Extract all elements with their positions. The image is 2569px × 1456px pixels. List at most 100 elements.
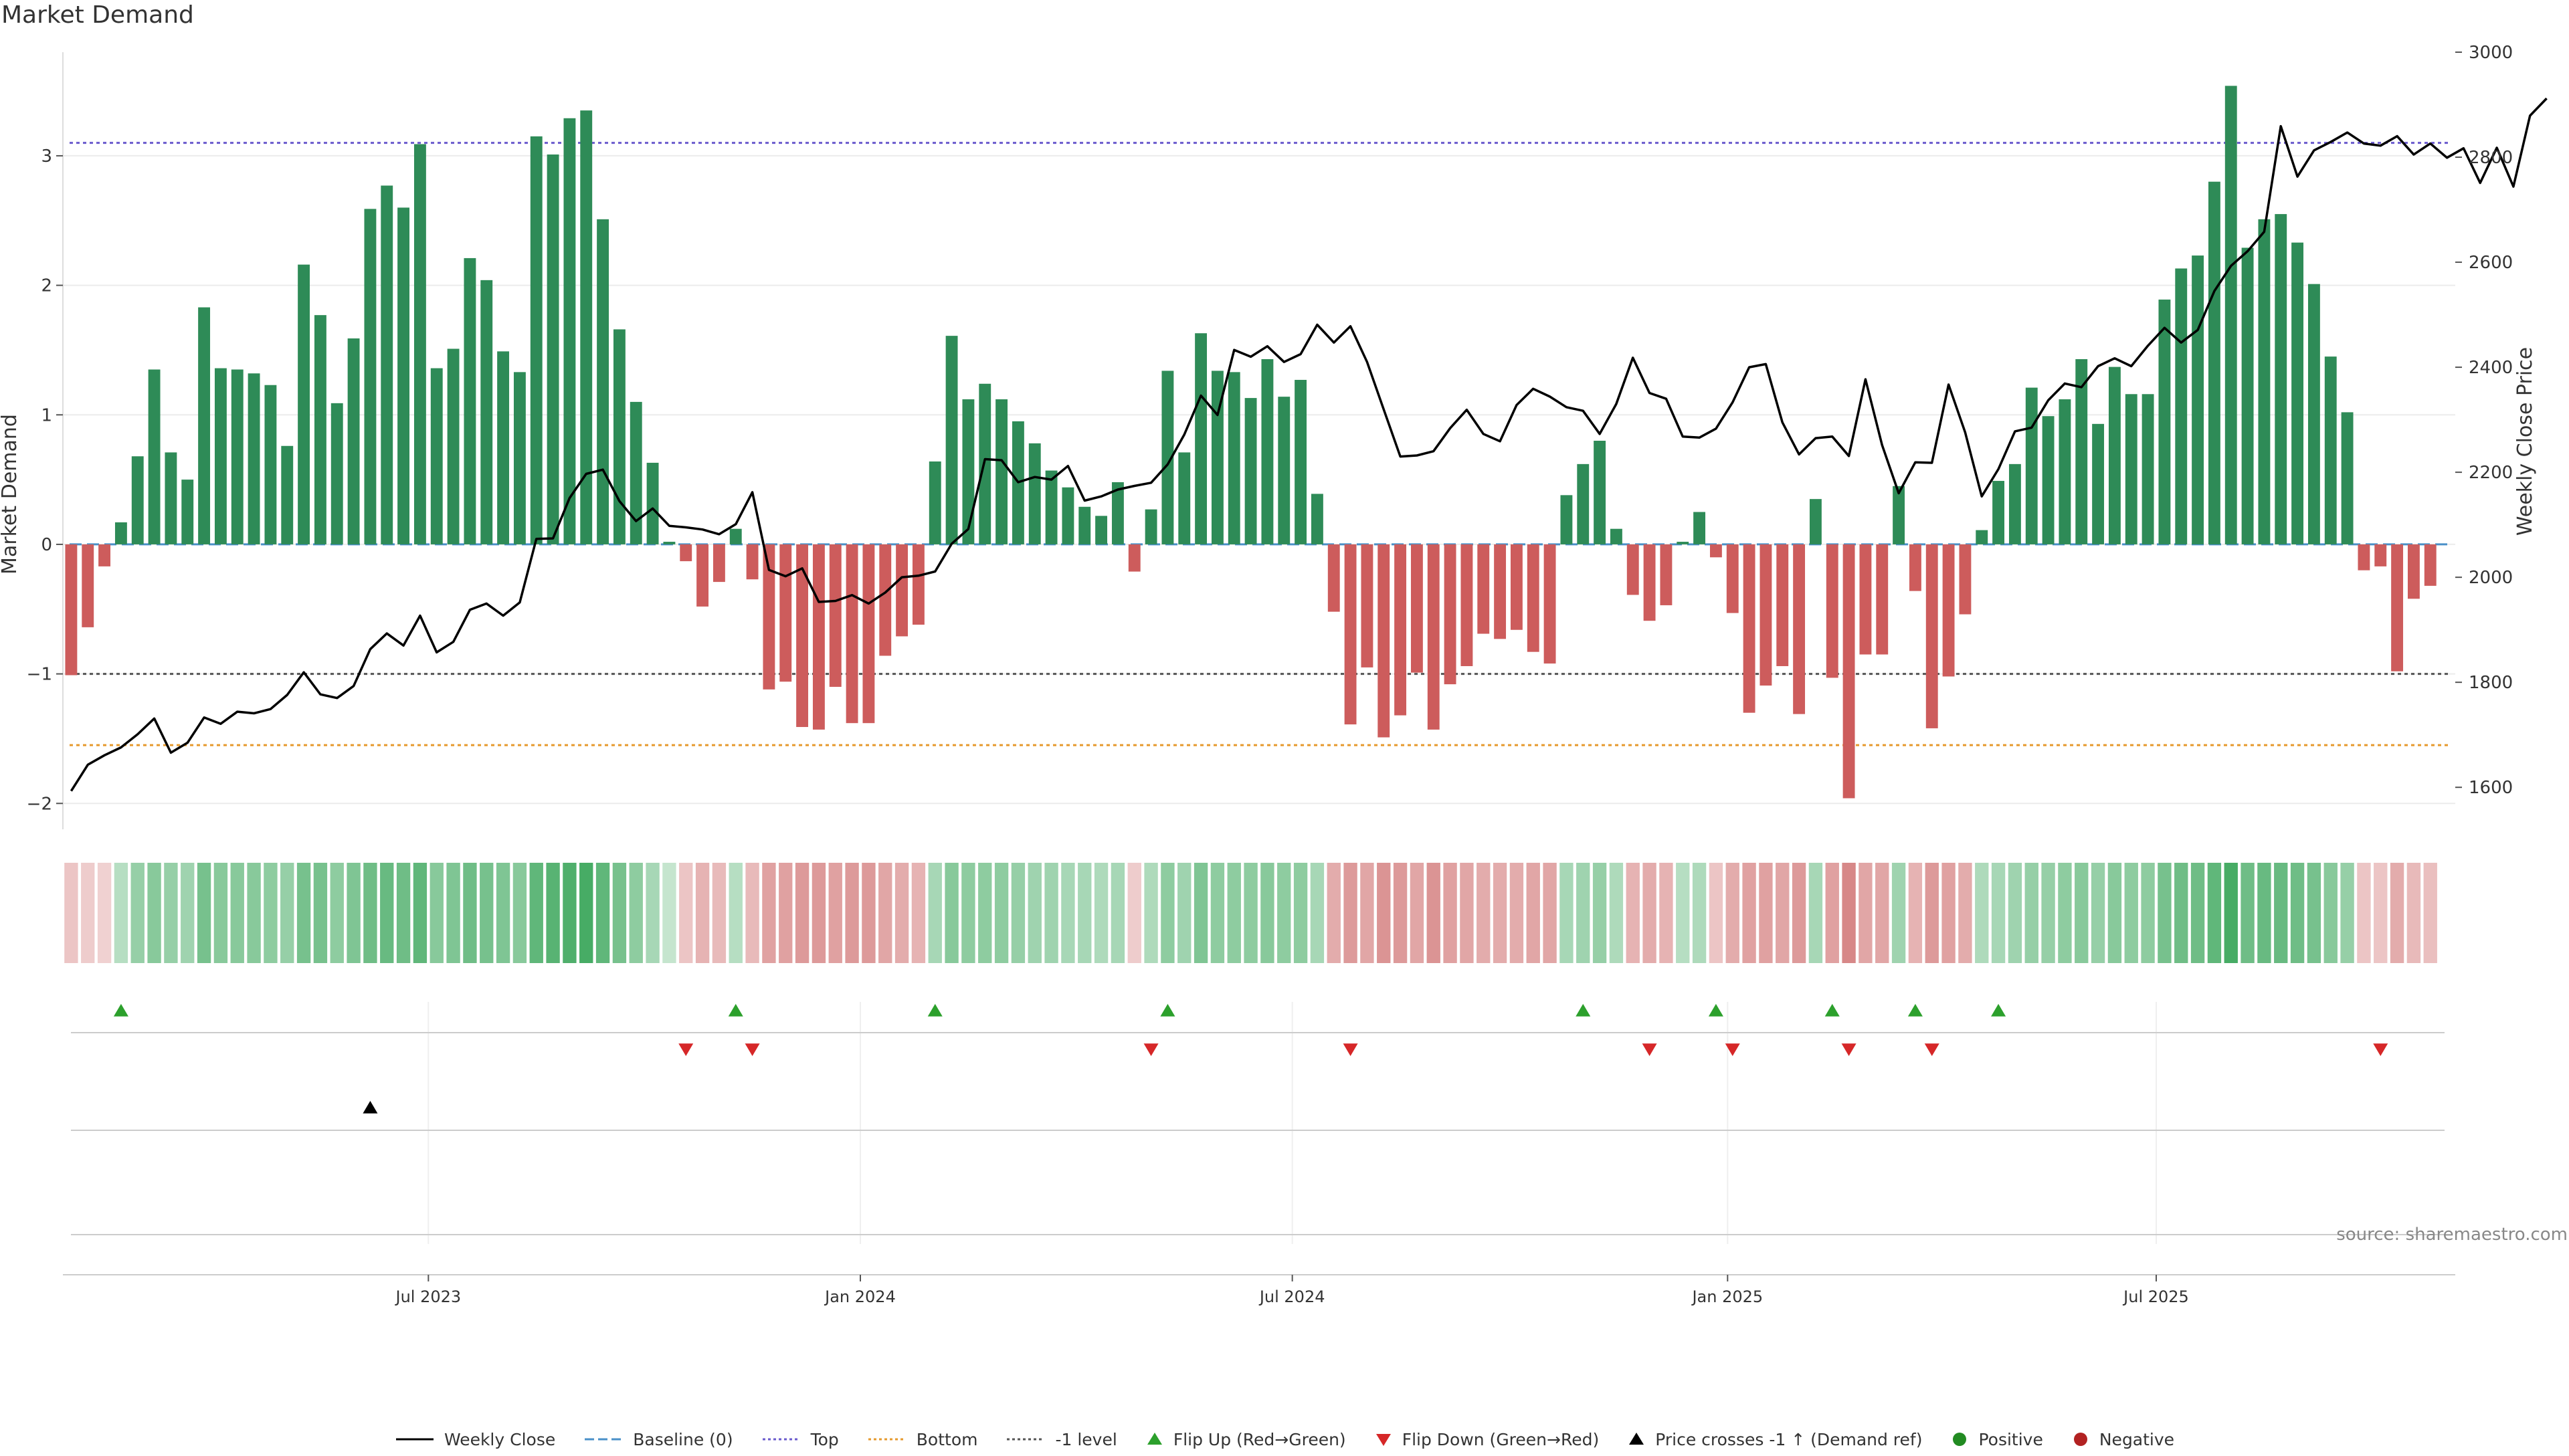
heat-cell xyxy=(230,863,244,963)
heat-cell xyxy=(164,863,178,963)
legend-swatch xyxy=(1953,1433,1967,1446)
legend-label: Bottom xyxy=(916,1429,978,1449)
heat-cell xyxy=(1244,863,1258,963)
heat-cell xyxy=(1460,863,1474,963)
demand-bar xyxy=(1626,544,1639,595)
price-cross-marker xyxy=(363,1101,378,1114)
heat-cell xyxy=(2107,863,2122,963)
legend-item: Top xyxy=(761,1430,839,1449)
demand-bar xyxy=(1743,544,1755,713)
demand-bar xyxy=(796,544,809,728)
flip-up-marker xyxy=(927,1004,943,1017)
heat-cell xyxy=(1859,863,1873,963)
demand-bar xyxy=(2158,299,2171,544)
demand-bar xyxy=(2042,416,2055,544)
demand-bar xyxy=(1327,544,1340,612)
legend-label: Positive xyxy=(1978,1429,2043,1449)
demand-bar xyxy=(1128,544,1141,572)
heat-cell xyxy=(1477,863,1491,963)
heat-cell xyxy=(779,863,793,963)
heat-cell xyxy=(812,863,826,963)
heat-cell xyxy=(2390,863,2404,963)
demand-bar xyxy=(929,461,941,544)
demand-bar xyxy=(1278,397,1291,544)
heat-cell xyxy=(2174,863,2188,963)
heat-cell xyxy=(795,863,810,963)
heat-cell xyxy=(729,863,743,963)
demand-bar xyxy=(2092,423,2105,544)
demand-bar xyxy=(364,209,377,544)
legend-label: Negative xyxy=(2099,1429,2175,1449)
heat-cell xyxy=(2224,863,2238,963)
axes xyxy=(56,51,2462,1281)
legend-swatch xyxy=(2073,1433,2087,1446)
heat-cell xyxy=(213,863,228,963)
heat-cell xyxy=(396,863,411,963)
price-line-layer xyxy=(70,97,2548,792)
demand-bar xyxy=(464,257,476,544)
demand-bar xyxy=(1211,371,1224,544)
demand-bar xyxy=(1643,544,1656,621)
demand-bar xyxy=(2258,219,2271,544)
flip-marker-panels xyxy=(71,1004,2445,1235)
heat-cell xyxy=(1227,863,1241,963)
demand-bar xyxy=(1195,333,1208,544)
demand-bar xyxy=(663,542,676,544)
heat-cell xyxy=(181,863,195,963)
heat-cell xyxy=(330,863,344,963)
heat-cell xyxy=(1891,863,1906,963)
heat-cell xyxy=(595,863,610,963)
demand-bar xyxy=(613,329,626,544)
legend-item: -1 level xyxy=(1006,1430,1117,1449)
heat-cell xyxy=(1410,863,1424,963)
demand-bar xyxy=(945,336,958,544)
y2-tick-label: 2800 xyxy=(2469,148,2513,168)
heat-cell xyxy=(1493,863,1507,963)
heat-cell xyxy=(2058,863,2072,963)
heat-cell xyxy=(2374,863,2388,963)
legend-label: Price crosses -1 ↑ (Demand ref) xyxy=(1655,1429,1923,1449)
legend-label: Baseline (0) xyxy=(633,1429,733,1449)
demand-bar xyxy=(1427,544,1440,730)
legend-swatch xyxy=(868,1438,906,1441)
demand-bar xyxy=(1577,463,1590,544)
legend-swatch xyxy=(1629,1433,1644,1445)
heat-cell xyxy=(1725,863,1739,963)
heat-cell xyxy=(1377,863,1391,963)
demand-bar xyxy=(712,544,725,583)
heat-cell xyxy=(247,863,261,963)
flip-up-marker xyxy=(113,1004,128,1017)
heat-cell xyxy=(1975,863,1989,963)
demand-bar xyxy=(2224,86,2237,544)
demand-bar xyxy=(1045,470,1058,544)
x-tick-label: Jan 2025 xyxy=(1691,1287,1763,1306)
x-tick-label: Jul 2023 xyxy=(394,1287,461,1306)
demand-bar xyxy=(2291,242,2304,544)
demand-bar xyxy=(381,185,393,544)
heat-cell xyxy=(1659,863,1673,963)
demand-bar xyxy=(1859,544,1872,655)
demand-bar xyxy=(995,399,1008,544)
y-tick-label: 0 xyxy=(41,535,52,555)
demand-bar xyxy=(1145,509,1157,544)
heat-cell xyxy=(2340,863,2354,963)
demand-bar xyxy=(1759,544,1772,686)
heat-cell xyxy=(296,863,311,963)
heat-cell xyxy=(1144,863,1158,963)
demand-bar xyxy=(812,544,825,730)
heat-cell xyxy=(1692,863,1707,963)
demand-bar xyxy=(1893,486,1905,544)
flip-down-marker xyxy=(1143,1043,1159,1056)
heat-cell xyxy=(878,863,892,963)
demand-bar xyxy=(397,207,410,544)
demand-bar xyxy=(2008,463,2021,544)
demand-bar xyxy=(298,264,310,544)
flip-down-marker xyxy=(2373,1043,2388,1056)
demand-bar xyxy=(547,154,559,544)
demand-bar xyxy=(1062,487,1074,544)
legend-label: Weekly Close xyxy=(444,1429,556,1449)
demand-bar xyxy=(2374,544,2387,566)
heat-cell xyxy=(1842,863,1856,963)
demand-bar xyxy=(1510,544,1523,630)
heat-cell xyxy=(862,863,876,963)
